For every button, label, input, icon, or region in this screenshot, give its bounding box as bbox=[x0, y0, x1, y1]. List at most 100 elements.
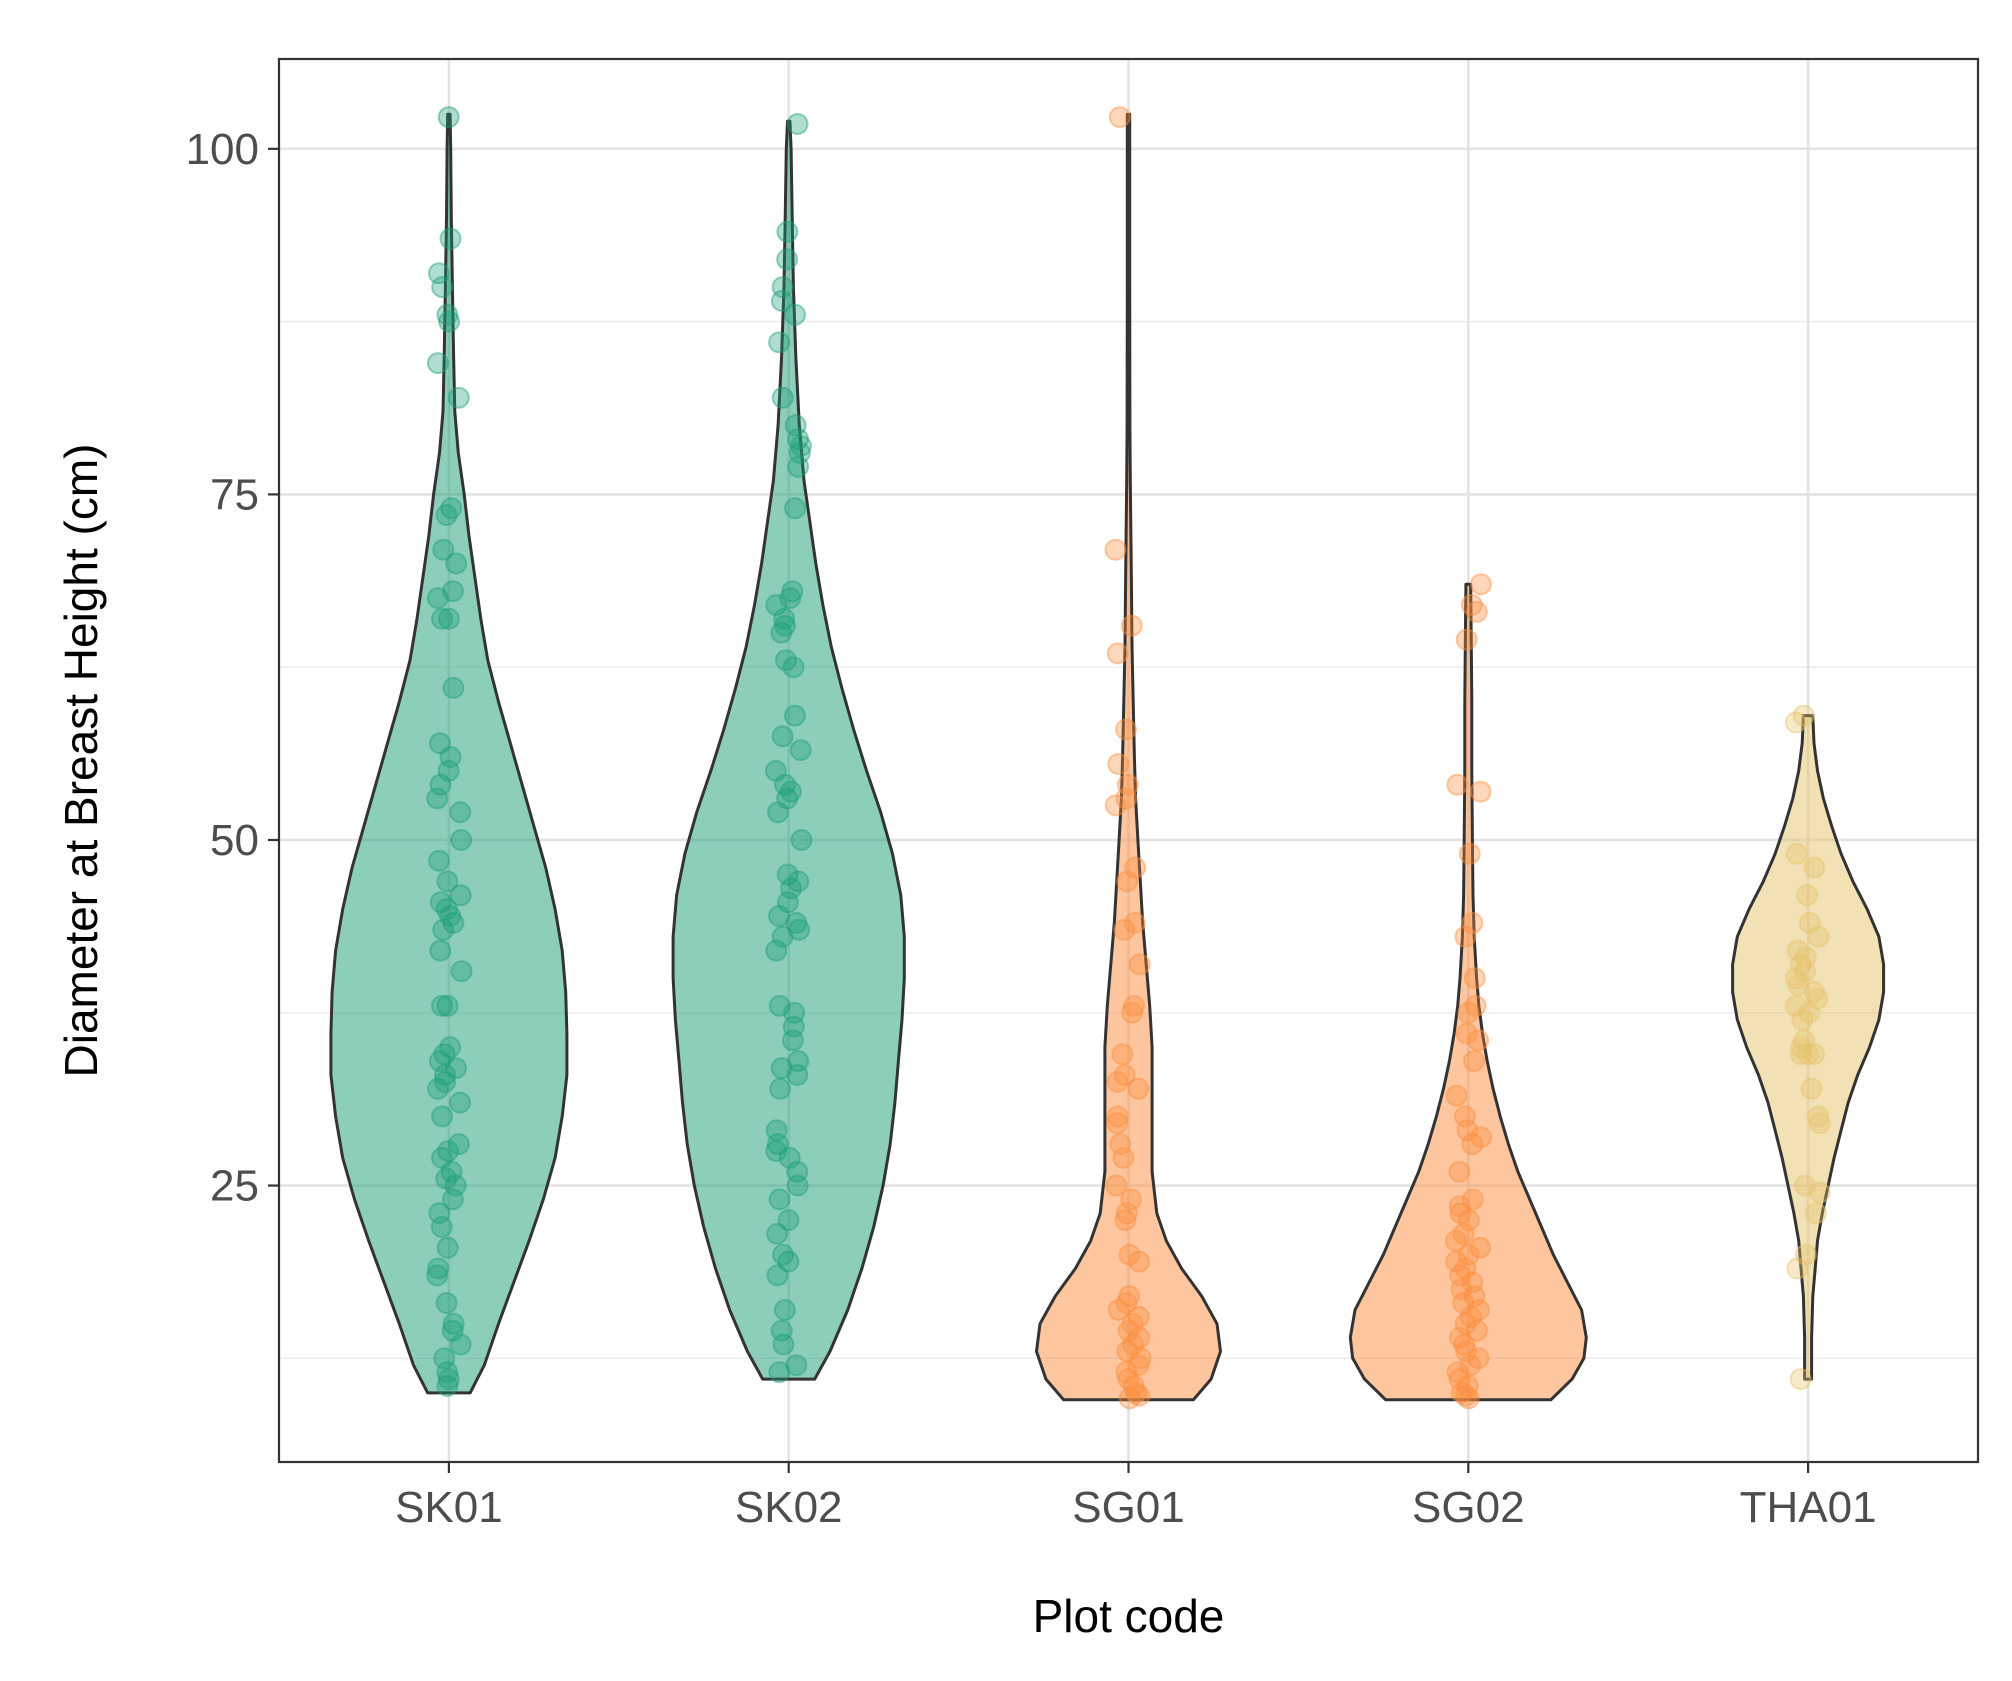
data-point bbox=[765, 1140, 788, 1162]
data-point bbox=[438, 310, 461, 333]
data-point bbox=[445, 1057, 467, 1080]
data-point bbox=[773, 1299, 796, 1321]
data-point bbox=[1108, 106, 1131, 129]
data-point bbox=[1454, 1312, 1477, 1335]
data-point bbox=[787, 1050, 810, 1073]
data-point bbox=[450, 829, 473, 851]
data-point bbox=[1115, 1292, 1138, 1314]
data-point bbox=[776, 248, 799, 271]
data-point bbox=[1803, 1043, 1826, 1066]
data-point bbox=[768, 1361, 791, 1384]
data-point bbox=[447, 386, 470, 409]
data-point bbox=[1125, 1381, 1147, 1404]
data-point bbox=[431, 276, 454, 299]
data-point bbox=[449, 1333, 472, 1356]
data-point bbox=[1794, 1243, 1817, 1266]
data-point bbox=[435, 504, 458, 527]
data-point bbox=[1104, 794, 1127, 817]
data-point bbox=[1123, 994, 1146, 1017]
data-point bbox=[764, 759, 787, 782]
data-point bbox=[434, 1064, 456, 1086]
data-point bbox=[788, 918, 810, 941]
data-point bbox=[1107, 753, 1130, 775]
data-point bbox=[1446, 1361, 1469, 1384]
data-point bbox=[1122, 1375, 1145, 1397]
data-point bbox=[432, 918, 455, 941]
data-point bbox=[1457, 1243, 1480, 1266]
data-point bbox=[442, 911, 465, 934]
data-point bbox=[786, 1174, 809, 1197]
data-point bbox=[437, 607, 460, 630]
data-point bbox=[1791, 1008, 1814, 1031]
data-point bbox=[786, 1160, 809, 1183]
data-point bbox=[427, 1257, 450, 1280]
data-point bbox=[1124, 856, 1147, 879]
data-point bbox=[784, 414, 807, 437]
data-point bbox=[1469, 780, 1492, 803]
data-point bbox=[1461, 1188, 1484, 1211]
data-point bbox=[435, 898, 458, 921]
y-tick-label: 75 bbox=[210, 470, 259, 519]
data-point bbox=[774, 773, 797, 796]
data-point bbox=[442, 1312, 465, 1335]
data-point bbox=[436, 303, 459, 326]
data-point bbox=[1453, 1105, 1476, 1128]
data-point bbox=[437, 1368, 460, 1391]
data-point bbox=[1115, 1202, 1138, 1225]
data-point bbox=[770, 621, 793, 644]
data-point bbox=[1455, 628, 1478, 651]
data-point bbox=[1470, 573, 1492, 596]
data-point bbox=[776, 863, 799, 886]
data-point bbox=[1127, 1077, 1150, 1100]
data-point bbox=[1805, 1202, 1827, 1225]
data-point bbox=[776, 891, 799, 914]
data-point bbox=[1787, 974, 1810, 997]
data-point bbox=[431, 607, 453, 630]
data-point bbox=[445, 552, 468, 575]
y-tick-label: 50 bbox=[210, 816, 259, 865]
data-point bbox=[1112, 1146, 1135, 1169]
data-point bbox=[1454, 1384, 1477, 1407]
data-point bbox=[430, 1216, 453, 1238]
data-point bbox=[1115, 718, 1137, 741]
data-point bbox=[779, 587, 802, 610]
data-point bbox=[1107, 1299, 1130, 1321]
data-point bbox=[428, 1050, 451, 1073]
data-point bbox=[436, 1375, 459, 1397]
data-point bbox=[434, 1070, 456, 1093]
data-point bbox=[436, 1236, 459, 1259]
data-point bbox=[1106, 1112, 1129, 1135]
data-point bbox=[1123, 911, 1146, 934]
data-point bbox=[1786, 1257, 1809, 1280]
data-point bbox=[1104, 538, 1127, 561]
data-point bbox=[1118, 1285, 1141, 1308]
data-point bbox=[783, 1001, 806, 1024]
x-tick-label: SG01 bbox=[1072, 1483, 1185, 1532]
data-point bbox=[770, 1319, 793, 1342]
data-point bbox=[1456, 1375, 1479, 1397]
data-point bbox=[773, 607, 796, 630]
data-point bbox=[1121, 1001, 1144, 1024]
data-point bbox=[765, 594, 788, 616]
data-point bbox=[787, 455, 810, 478]
data-point bbox=[768, 1188, 791, 1211]
data-point bbox=[786, 113, 809, 135]
data-point bbox=[1118, 1243, 1141, 1266]
data-point bbox=[1449, 1264, 1472, 1287]
data-point bbox=[1121, 1312, 1144, 1335]
data-point bbox=[1127, 1305, 1150, 1328]
data-point bbox=[777, 1209, 800, 1232]
data-point bbox=[1790, 1043, 1813, 1066]
data-point bbox=[1452, 1222, 1475, 1245]
data-point bbox=[1800, 1077, 1823, 1100]
data-point bbox=[426, 787, 449, 810]
data-point bbox=[429, 773, 452, 796]
data-point bbox=[1794, 960, 1817, 983]
data-point bbox=[1464, 994, 1487, 1017]
data-point bbox=[1807, 1105, 1830, 1128]
data-point bbox=[781, 580, 804, 603]
data-point bbox=[774, 614, 796, 637]
data-point bbox=[1463, 1050, 1486, 1073]
x-tick-label: SG02 bbox=[1412, 1483, 1525, 1532]
